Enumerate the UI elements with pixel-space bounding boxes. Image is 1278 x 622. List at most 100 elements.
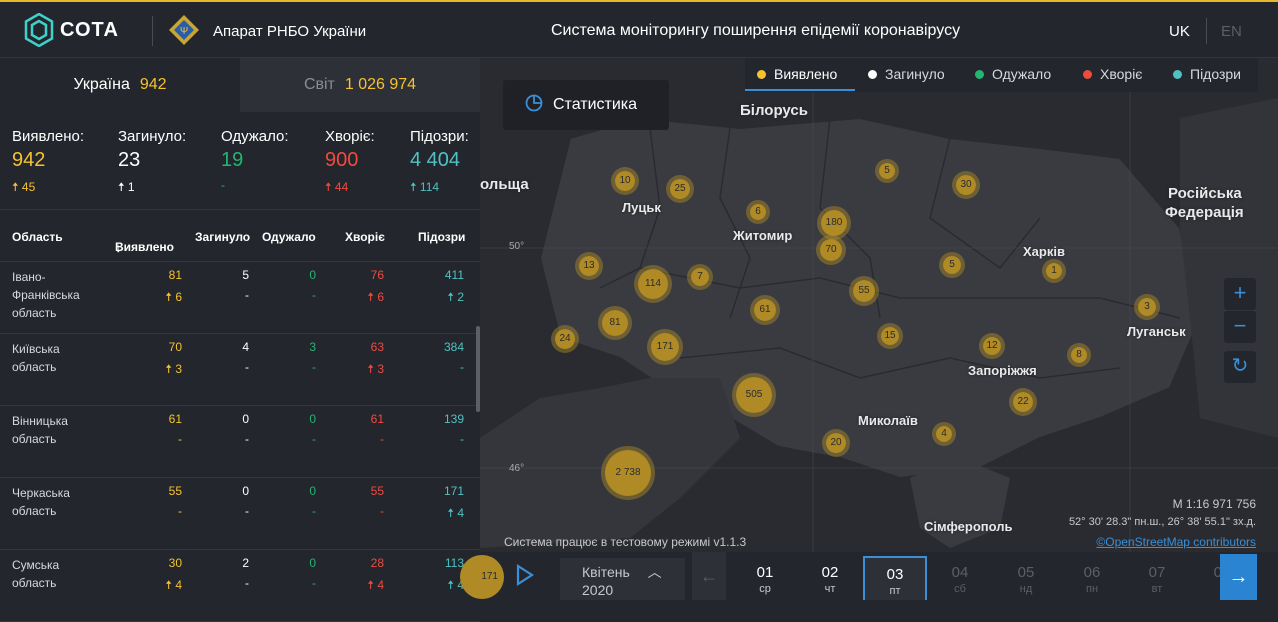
case-bubble[interactable]: 5: [939, 252, 965, 278]
delta-value: 45: [21, 180, 36, 194]
zoom-out-button[interactable]: −: [1224, 311, 1256, 343]
delta-value: -: [245, 504, 249, 518]
header-divider: [152, 16, 153, 46]
case-bubble[interactable]: 61: [750, 295, 780, 325]
month-label: Квітень: [582, 564, 630, 580]
stat-label: Хворіє:: [325, 128, 375, 145]
cell-dead: 2: [242, 556, 249, 570]
case-bubble[interactable]: 6: [746, 200, 770, 224]
cell-recovered-delta: -: [312, 504, 316, 518]
sota-logo-icon[interactable]: [24, 13, 54, 47]
case-bubble[interactable]: 81: [598, 306, 632, 340]
day-item[interactable]: 01 ср: [733, 552, 797, 600]
day-item[interactable]: 02 чт: [798, 552, 862, 600]
reset-view-button[interactable]: ↻: [1224, 351, 1256, 383]
tab-ukraine[interactable]: Україна 942: [0, 58, 240, 112]
next-day-button[interactable]: →: [1220, 554, 1257, 600]
case-bubble[interactable]: 4: [932, 422, 956, 446]
case-bubble[interactable]: 171: [647, 329, 683, 365]
col-sick[interactable]: Хворіє: [345, 230, 385, 244]
cell-sick: 61: [370, 412, 384, 426]
table-row[interactable]: Сумська область 30 🠅 4 2 - 0 - 28 🠅 4 113 🠅 4: [0, 550, 480, 622]
delta-value: 4: [175, 578, 182, 592]
table-row[interactable]: Івано-Франківська область 81 🠅 6 5 - 0 - 76 🠅 6 4…: [0, 262, 480, 334]
table-row[interactable]: Київська область 70 🠅 3 4 - 3 - 63 🠅 3 384 -: [0, 334, 480, 406]
day-item-selected[interactable]: 03 пт: [863, 556, 927, 600]
label-simferopol: Сімферополь: [924, 519, 1013, 534]
day-item[interactable]: 04 сб: [928, 552, 992, 600]
cell-sick-delta: 🠅 6: [367, 288, 384, 309]
case-bubble[interactable]: 3: [1134, 294, 1160, 320]
logo-text[interactable]: СОТА: [60, 19, 119, 41]
col-region[interactable]: Область: [12, 230, 63, 244]
play-icon[interactable]: [515, 564, 535, 586]
legend-detected[interactable]: Виявлено: [757, 66, 837, 82]
col-dead[interactable]: Загинуло: [195, 230, 251, 244]
case-bubble[interactable]: 5: [875, 159, 899, 183]
lang-en-button[interactable]: EN: [1221, 23, 1242, 40]
cell-suspect: 171: [443, 484, 464, 498]
lang-uk-button[interactable]: UK: [1169, 23, 1190, 40]
col-suspect[interactable]: Підозри: [418, 230, 466, 244]
legend-suspect[interactable]: Підозри: [1173, 66, 1241, 82]
cell-suspect: 113: [444, 556, 464, 570]
day-item[interactable]: 07 вт: [1125, 552, 1189, 600]
delta-value: 6: [175, 290, 182, 304]
case-bubble[interactable]: 30: [952, 171, 980, 199]
case-bubble[interactable]: 505: [732, 373, 776, 417]
case-bubble[interactable]: 8: [1067, 343, 1091, 367]
cell-recovered-delta: -: [312, 360, 316, 374]
case-bubble[interactable]: 10: [611, 167, 639, 195]
table-row[interactable]: Вінницька область 61 - 0 - 0 - 61 - 139 -: [0, 406, 480, 478]
cell-detected-delta: 🠅 6: [165, 288, 182, 309]
case-bubble[interactable]: 114: [634, 265, 672, 303]
case-bubble[interactable]: 20: [822, 429, 850, 457]
cell-detected: 61: [168, 412, 182, 426]
case-bubble[interactable]: 13: [575, 252, 603, 280]
stat-label: Одужало:: [221, 128, 289, 145]
arrow-up-icon: 🠅: [447, 506, 458, 520]
cell-suspect-delta: -: [460, 432, 464, 446]
case-bubble[interactable]: 12: [979, 333, 1005, 359]
statistics-button[interactable]: Статистика: [503, 80, 669, 130]
test-mode-note: Система працює в тестовому режимі v1.1.3: [504, 535, 747, 549]
case-bubble[interactable]: 24: [551, 325, 579, 353]
month-selector[interactable]: Квітень ︿ 2020: [560, 558, 685, 600]
case-bubble[interactable]: 7: [687, 264, 713, 290]
case-bubble[interactable]: 70: [816, 235, 846, 265]
map[interactable]: 50° 46° Білорусь Луцьк Житомир Харків Лу…: [480, 58, 1278, 600]
scrollbar[interactable]: [476, 326, 480, 412]
table-row[interactable]: Черкаська область 55 - 0 - 0 - 55 - 171 🠅 4: [0, 478, 480, 550]
arrow-left-icon: ←: [700, 566, 718, 586]
day-item[interactable]: 06 пн: [1060, 552, 1124, 600]
legend-recovered[interactable]: Одужало: [975, 66, 1051, 82]
case-bubble[interactable]: 15: [877, 323, 903, 349]
year-label: 2020: [582, 582, 614, 598]
case-bubble[interactable]: 1: [1042, 259, 1066, 283]
cell-suspect-delta: -: [460, 360, 464, 374]
day-item[interactable]: 05 нд: [994, 552, 1058, 600]
case-bubble[interactable]: 25: [666, 175, 694, 203]
stat-value: 4 404: [410, 149, 461, 171]
cell-detected-delta: -: [178, 432, 182, 446]
osm-attribution-link[interactable]: ©OpenStreetMap contributors: [1096, 535, 1256, 549]
legend-label: Загинуло: [885, 66, 945, 82]
cell-suspect-delta: 🠅 4: [447, 504, 464, 525]
minus-icon: −: [1233, 313, 1247, 338]
col-recovered[interactable]: Одужало: [262, 230, 316, 244]
stat-recovered: Одужало: 19 -: [221, 128, 289, 192]
case-bubble[interactable]: 55: [849, 276, 879, 306]
sidebar: Україна 942 Світ 1 026 974 Виявлено: 942 🠅…: [0, 58, 480, 622]
prev-day-button[interactable]: ←: [692, 552, 726, 600]
cell-recovered: 3: [309, 340, 316, 354]
cell-recovered-delta: -: [312, 432, 316, 446]
teal-dot-icon: [1173, 70, 1182, 79]
legend-dead[interactable]: Загинуло: [868, 66, 945, 82]
delta-value: -: [312, 576, 316, 590]
zoom-in-button[interactable]: +: [1224, 278, 1256, 310]
legend-sick[interactable]: Хворіє: [1083, 66, 1142, 82]
case-bubble[interactable]: 2 738: [601, 446, 655, 500]
case-bubble[interactable]: 22: [1009, 388, 1037, 416]
delta-value: 3: [377, 362, 384, 376]
tab-world[interactable]: Світ 1 026 974: [240, 58, 480, 112]
